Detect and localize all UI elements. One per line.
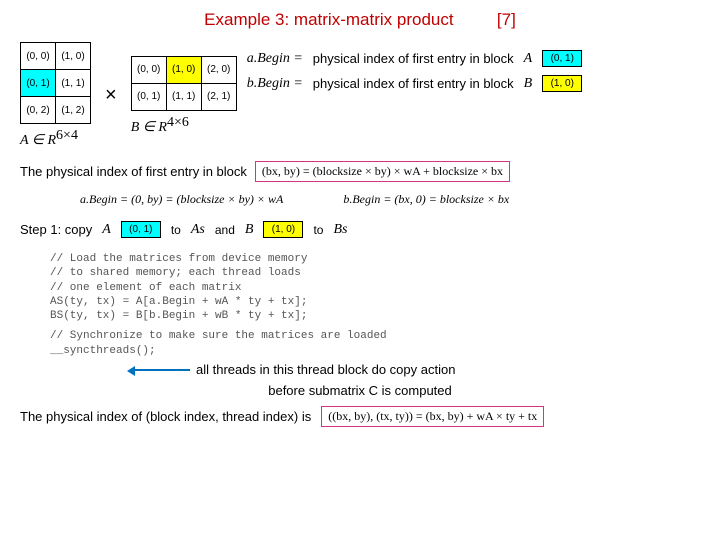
matrix-cell: (0, 0): [21, 43, 56, 70]
matrix-product: (0, 0)(1, 0)(0, 1)(1, 1)(0, 2)(1, 2) A ∈…: [20, 42, 237, 149]
bbegin-line: b.Begin = physical index of first entry …: [247, 75, 700, 92]
matrix-cell: (2, 1): [201, 83, 236, 110]
top-block: (0, 0)(1, 0)(0, 1)(1, 1)(0, 2)(1, 2) A ∈…: [20, 42, 700, 149]
matrix-b: (0, 0)(1, 0)(2, 0) (0, 1)(1, 1)(2, 1): [131, 56, 237, 111]
matrix-b-label: B ∈ R4×6: [131, 115, 237, 136]
matrix-b-dim: 4×6: [167, 115, 189, 130]
matrix-cell: (1, 0): [56, 43, 91, 70]
matrix-cell: (1, 1): [166, 83, 201, 110]
matrix-b-sym: B ∈ R: [131, 120, 167, 135]
general-formula: (bx, by) = (blocksize × by) × wA + block…: [255, 161, 510, 182]
arrow-text: all threads in this thread block do copy…: [196, 362, 455, 377]
abegin-formula: a.Begin = (0, by) = (blocksize × by) × w…: [80, 192, 283, 207]
step1-As: As: [191, 222, 205, 238]
general-formula-row: The physical index of first entry in blo…: [20, 161, 700, 182]
step1-boxA: (0, 1): [121, 221, 161, 238]
reference-num: [7]: [497, 10, 516, 29]
matrix-a: (0, 0)(1, 0)(0, 1)(1, 1)(0, 2)(1, 2): [20, 42, 91, 124]
times-icon: ×: [105, 84, 117, 107]
step1-and: and: [215, 223, 235, 237]
matrix-cell: (0, 1): [131, 83, 166, 110]
step1-to2: to: [313, 223, 323, 237]
title-row: Example 3: matrix-matrix product [7]: [20, 10, 700, 30]
matrix-cell: (1, 2): [56, 97, 91, 124]
abegin-sym: A: [524, 51, 533, 67]
bbegin-text: physical index of first entry in block: [313, 76, 514, 91]
matrix-b-wrap: (0, 0)(1, 0)(2, 0) (0, 1)(1, 1)(2, 1) B ∈…: [131, 56, 237, 136]
matrix-a-dim: 6×4: [56, 128, 78, 143]
general-text: The physical index of first entry in blo…: [20, 164, 247, 179]
arrow-row: all threads in this thread block do copy…: [130, 362, 700, 377]
step1-boxB: (1, 0): [263, 221, 303, 238]
bottom-row: The physical index of (block index, thre…: [20, 406, 700, 427]
sub-formulas: a.Begin = (0, by) = (blocksize × by) × w…: [80, 192, 700, 207]
matrix-cell: (2, 0): [201, 56, 236, 83]
right-info: a.Begin = physical index of first entry …: [247, 42, 700, 100]
step1-label: Step 1: copy: [20, 222, 92, 237]
matrix-a-label: A ∈ R6×4: [20, 128, 91, 149]
matrix-cell: (1, 0): [166, 56, 201, 83]
bbegin-prefix: b.Begin =: [247, 76, 303, 92]
arrow-icon: [130, 369, 190, 371]
code-block-2: // Synchronize to make sure the matrices…: [50, 329, 700, 358]
step1-symA: A: [102, 222, 111, 238]
page-title: Example 3: matrix-matrix product: [204, 10, 453, 29]
code-block-1: // Load the matrices from device memory …: [50, 252, 700, 323]
step1-Bs: Bs: [333, 222, 347, 238]
abegin-line: a.Begin = physical index of first entry …: [247, 50, 700, 67]
step1-symB: B: [245, 222, 254, 238]
matrix-a-sym: A ∈ R: [20, 133, 56, 148]
before-text: before submatrix C is computed: [20, 383, 700, 398]
step1-row: Step 1: copy A (0, 1) to As and B (1, 0)…: [20, 221, 700, 238]
abegin-box: (0, 1): [542, 50, 582, 67]
matrix-a-wrap: (0, 0)(1, 0)(0, 1)(1, 1)(0, 2)(1, 2) A ∈…: [20, 42, 91, 149]
bottom-formula: ((bx, by), (tx, ty)) = (bx, by) + wA × t…: [321, 406, 544, 427]
bbegin-sym: B: [524, 76, 533, 92]
matrix-cell: (1, 1): [56, 70, 91, 97]
bbegin-formula: b.Begin = (bx, 0) = blocksize × bx: [343, 192, 509, 207]
abegin-text: physical index of first entry in block: [313, 51, 514, 66]
matrix-cell: (0, 1): [21, 70, 56, 97]
matrix-cell: (0, 2): [21, 97, 56, 124]
bbegin-box: (1, 0): [542, 75, 582, 92]
abegin-prefix: a.Begin =: [247, 51, 303, 67]
step1-to1: to: [171, 223, 181, 237]
bottom-text: The physical index of (block index, thre…: [20, 409, 311, 424]
matrix-cell: (0, 0): [131, 56, 166, 83]
